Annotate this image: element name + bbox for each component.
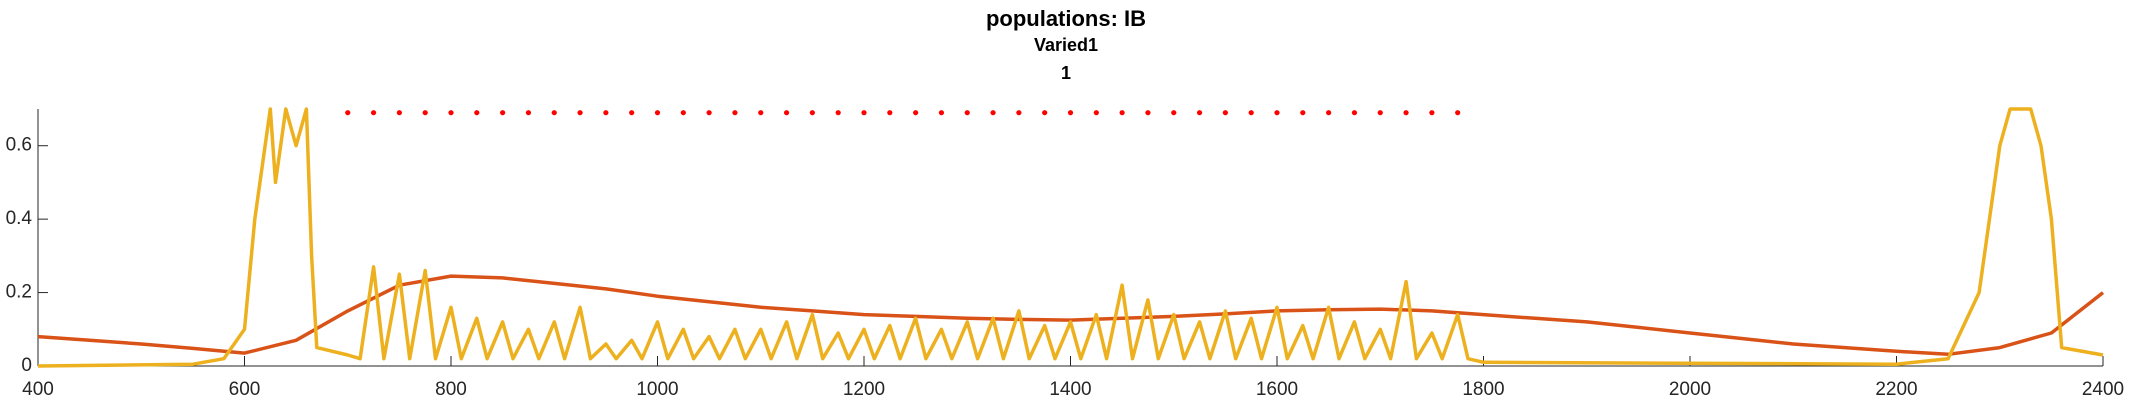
data-point	[1093, 110, 1099, 116]
data-point	[1171, 110, 1177, 116]
y-tick-label: 0	[21, 355, 32, 376]
y-tick-label: 0.6	[6, 135, 32, 156]
data-point	[758, 110, 764, 116]
data-point	[345, 110, 351, 116]
x-tick-label: 2400	[2082, 379, 2124, 400]
x-tick-label: 1800	[1462, 379, 1504, 400]
data-point	[500, 110, 506, 116]
data-point	[783, 110, 790, 116]
data-point	[990, 110, 996, 116]
data-point	[525, 110, 532, 116]
data-line	[37, 274, 2105, 357]
data-point	[1300, 110, 1306, 116]
x-tick-label: 1600	[1256, 379, 1298, 400]
chart-title: populations: IB	[986, 6, 1146, 31]
y-tick-label: 0.4	[6, 208, 33, 229]
data-point	[861, 110, 867, 116]
data-point	[1403, 110, 1409, 116]
data-point	[835, 110, 841, 116]
data-point	[1455, 110, 1461, 116]
x-tick-label: 2200	[1875, 379, 1917, 400]
x-tick-label: 800	[435, 379, 467, 400]
data-point	[938, 110, 945, 116]
data-point	[1222, 110, 1228, 116]
data-point	[809, 110, 815, 116]
data-point	[629, 110, 635, 116]
data-point	[1196, 110, 1203, 116]
x-tick-label: 1400	[1049, 379, 1091, 400]
data-point	[1042, 110, 1048, 116]
x-tick-label: 1200	[843, 379, 885, 400]
data-point	[1248, 110, 1254, 116]
chart-subtitle: 1	[1061, 63, 1071, 83]
data-point	[1119, 110, 1125, 116]
data-point	[448, 110, 454, 116]
data-line	[37, 107, 2104, 368]
x-tick-label: 1000	[636, 379, 678, 400]
data-point	[603, 110, 609, 116]
data-point	[732, 110, 738, 116]
data-point	[680, 110, 686, 116]
x-tick-label: 400	[22, 379, 54, 400]
data-point	[1429, 110, 1435, 116]
data-point	[964, 110, 970, 116]
data-point	[913, 110, 919, 116]
data-point	[1145, 110, 1151, 116]
y-tick-label: 0.2	[6, 282, 32, 303]
data-point	[396, 110, 402, 116]
data-point	[1377, 110, 1383, 116]
data-point	[577, 110, 583, 116]
data-point	[887, 110, 893, 116]
data-point	[654, 110, 661, 116]
data-point	[1067, 110, 1074, 116]
chart-subtitle: Varied1	[1034, 35, 1098, 55]
data-point	[370, 110, 377, 116]
data-point	[474, 110, 480, 116]
data-point	[1326, 110, 1332, 116]
data-point	[422, 110, 428, 116]
data-point	[706, 110, 712, 116]
data-point	[551, 110, 557, 116]
data-point	[1016, 110, 1022, 116]
x-tick-label: 600	[229, 379, 261, 400]
data-point	[1351, 110, 1358, 116]
data-point	[1274, 110, 1280, 116]
x-tick-label: 2000	[1669, 379, 1711, 400]
